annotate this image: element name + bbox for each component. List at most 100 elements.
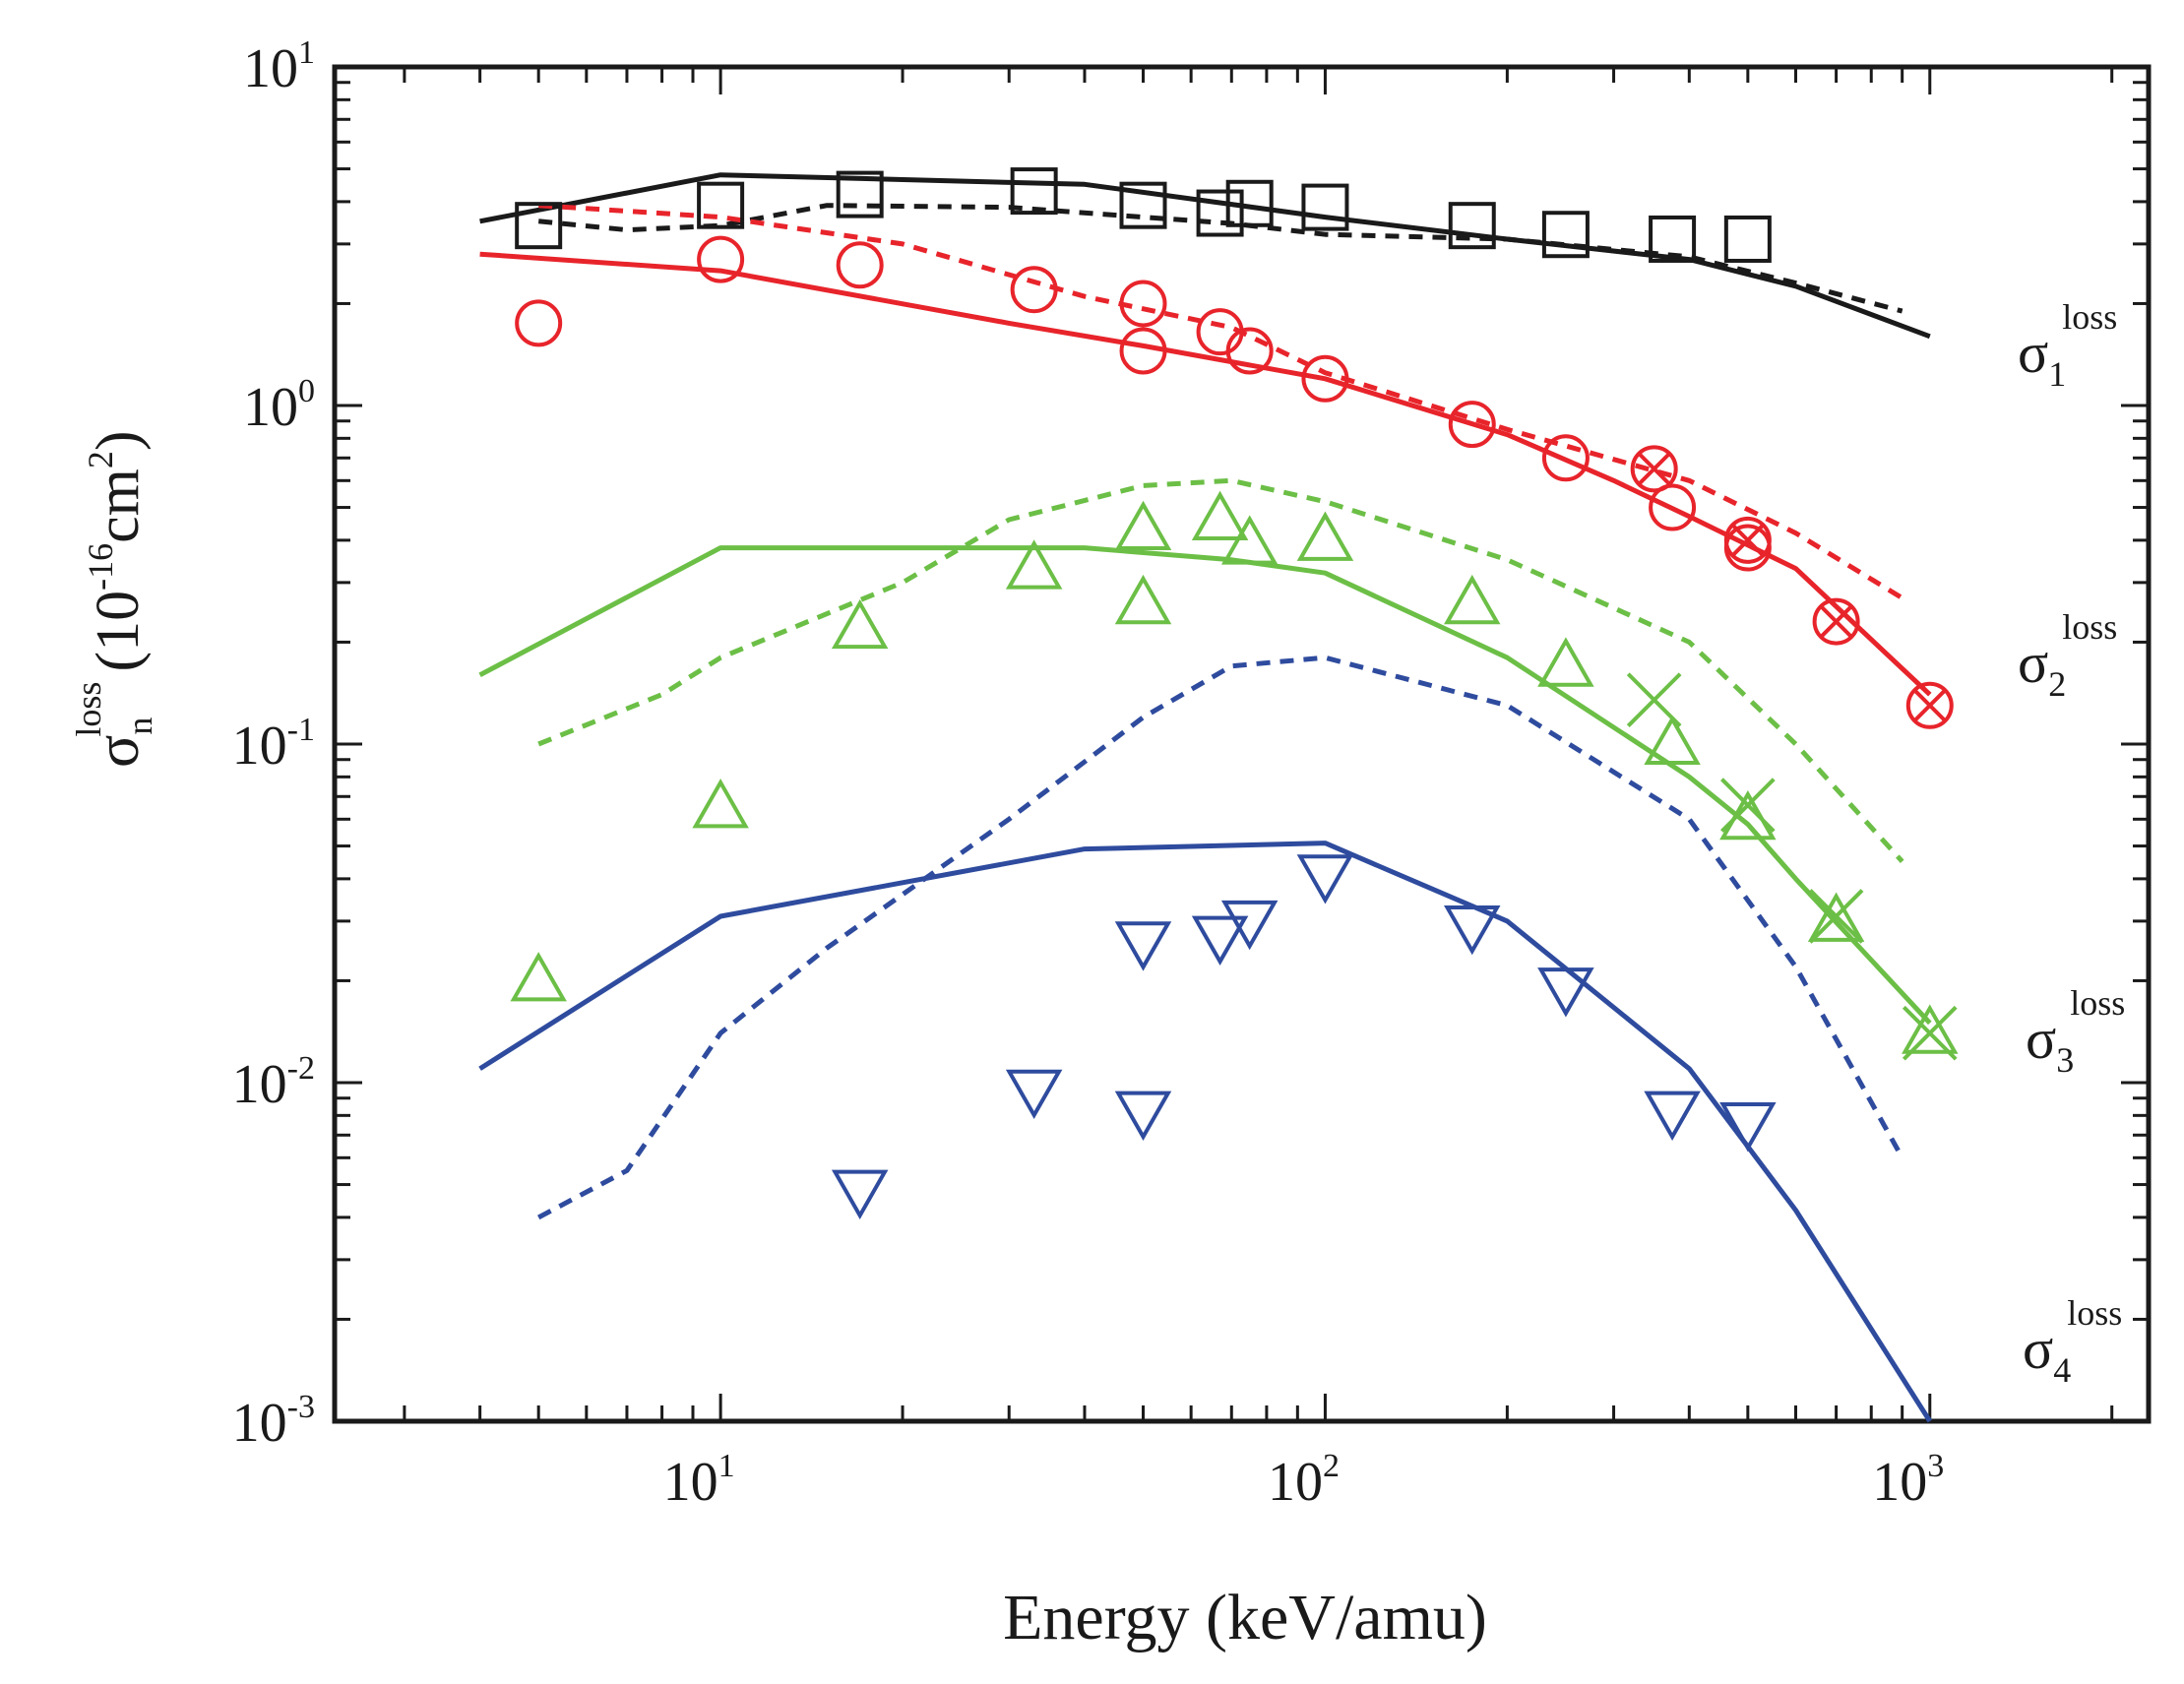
- triangle-up-marker: [1644, 715, 1701, 765]
- triangle-up-marker: [692, 779, 749, 829]
- y-tick-base: 10: [243, 38, 298, 99]
- triangle-down-marker: [831, 1169, 889, 1219]
- y-tick-label: 101: [243, 34, 315, 99]
- x-marker: [1720, 778, 1776, 833]
- square-marker: [1448, 202, 1496, 250]
- y-tick-base: 10: [232, 1054, 287, 1115]
- triangle-down-marker: [1296, 854, 1354, 904]
- triangle-up-marker: [510, 952, 567, 1002]
- circle-marker: [1119, 280, 1167, 328]
- triangle-up-marker: [1114, 574, 1172, 625]
- circle-x-cross: [1730, 523, 1766, 558]
- y-tick-exponent: 1: [298, 34, 315, 71]
- y-axis-units-exp: -16: [81, 543, 120, 591]
- square-marker: [1196, 189, 1244, 237]
- x-tick-base: 10: [1872, 1452, 1927, 1513]
- square-marker: [1119, 181, 1167, 229]
- series-line: [478, 841, 1932, 1423]
- circle-x-marker: [1723, 516, 1772, 564]
- y-axis-symbol: σ: [85, 735, 152, 768]
- square-marker: [1541, 211, 1590, 259]
- y-tick-exponent: -3: [287, 1389, 315, 1425]
- circle-marker: [1448, 401, 1496, 449]
- triangle-up-marker: [1114, 500, 1172, 551]
- axis-ticks: [335, 65, 2149, 1423]
- y-tick-label: 10-1: [232, 712, 315, 777]
- triangle-up-marker: [1005, 539, 1063, 590]
- circle-marker: [836, 241, 884, 289]
- x-tick-exponent: 1: [718, 1448, 735, 1484]
- circle-marker: [697, 235, 745, 283]
- circle-marker: [1649, 483, 1697, 531]
- y-tick-base: 10: [232, 716, 287, 777]
- y-axis-superscript: loss: [69, 682, 108, 737]
- curve-label: σ4 loss: [2023, 1293, 2122, 1390]
- curve-label-symbol: σ: [2018, 321, 2048, 385]
- y-axis-label: σnloss (10-16cm2): [69, 430, 159, 768]
- circle-marker: [515, 299, 563, 347]
- x-tick-base: 10: [663, 1452, 718, 1513]
- triangle-up-marker: [1902, 1004, 1959, 1054]
- circle-marker: [1010, 266, 1058, 314]
- square-marker: [1301, 183, 1349, 231]
- y-tick-label: 10-2: [232, 1050, 315, 1115]
- curve-label-superscript: loss: [2062, 607, 2117, 647]
- y-tick-exponent: 0: [298, 373, 315, 409]
- curve-label-symbol: σ: [2023, 1317, 2053, 1381]
- y-tick-exponent: -1: [287, 712, 315, 748]
- x-axis-label: Energy (keV/amu): [1003, 1582, 1487, 1653]
- curve-label: σ1 loss: [2018, 297, 2117, 394]
- y-axis-units-pow: 2: [81, 451, 120, 468]
- series-line: [478, 545, 1932, 1026]
- y-axis-subscript: n: [120, 717, 159, 735]
- plot-frame: [332, 64, 2152, 1424]
- x-tick-label: 102: [1268, 1448, 1340, 1513]
- circle-marker: [1541, 434, 1590, 482]
- triangle-up-marker: [831, 598, 889, 650]
- square-marker: [1649, 215, 1697, 263]
- circle-x-marker: [1905, 681, 1954, 729]
- x-marker: [1902, 1005, 1958, 1061]
- square-marker: [836, 170, 884, 218]
- circle-marker: [1301, 354, 1349, 403]
- x-tick-exponent: 2: [1323, 1448, 1340, 1484]
- y-tick-label: 10-3: [232, 1389, 315, 1454]
- triangle-up-marker: [1719, 789, 1777, 841]
- curve-label: σ3 loss: [2026, 983, 2125, 1080]
- circle-marker: [1225, 327, 1274, 375]
- x-tick-label: 101: [663, 1448, 735, 1513]
- square-marker: [697, 181, 745, 229]
- circle-x-marker: [1630, 445, 1678, 493]
- circle-marker: [1119, 327, 1167, 375]
- marker-layer: [510, 167, 1959, 1219]
- curve-label-superscript: loss: [2067, 1293, 2122, 1333]
- curve-label-subscript: 2: [2048, 664, 2066, 704]
- y-tick-label: 100: [243, 373, 315, 438]
- triangle-up-marker: [1807, 892, 1865, 942]
- triangle-down-marker: [1537, 967, 1594, 1018]
- triangle-up-marker: [1220, 515, 1279, 565]
- curve-label-superscript: loss: [2062, 297, 2117, 337]
- x-tick-base: 10: [1268, 1452, 1323, 1513]
- y-tick-exponent: -2: [287, 1050, 315, 1087]
- triangle-up-marker: [1444, 574, 1501, 625]
- series-line: [537, 655, 1904, 1220]
- curve-label-symbol: σ: [2018, 631, 2048, 695]
- triangle-down-marker: [1191, 915, 1249, 966]
- curve-label-symbol: σ: [2026, 1007, 2056, 1071]
- x-marker: [1808, 889, 1864, 944]
- triangle-down-marker: [1444, 904, 1501, 956]
- square-marker: [1225, 179, 1274, 227]
- triangle-down-marker: [1719, 1102, 1777, 1153]
- series-line: [537, 477, 1904, 863]
- x-tick-label: 103: [1872, 1448, 1944, 1513]
- series-line: [479, 172, 1931, 340]
- y-axis-units-mid: cm: [85, 468, 152, 543]
- square-marker: [1723, 215, 1772, 263]
- triangle-up-marker: [1537, 637, 1594, 687]
- triangle-down-marker: [1114, 921, 1172, 971]
- triangle-up-marker: [1191, 490, 1249, 540]
